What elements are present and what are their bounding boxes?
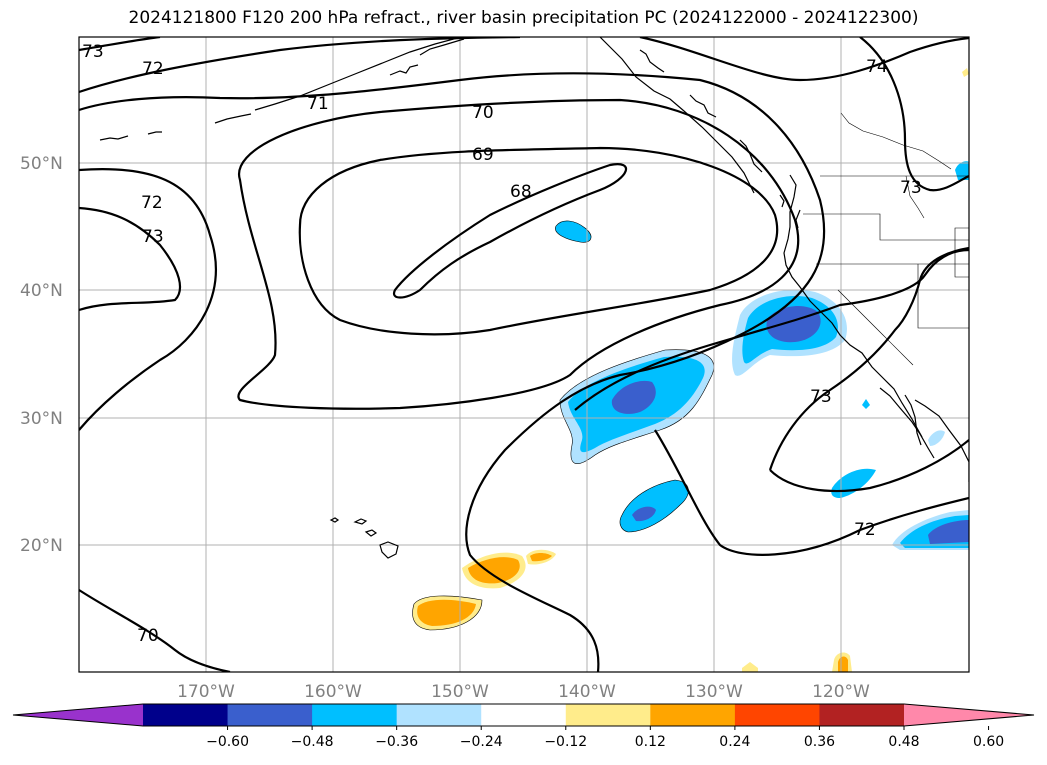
colorbar-extend-low bbox=[13, 704, 143, 726]
colorbar-extend-high bbox=[904, 704, 1034, 726]
colorbar-bin bbox=[143, 704, 229, 726]
colorbar-tick-label: −0.60 bbox=[206, 734, 249, 750]
contour-label-73-coast: 73 bbox=[900, 178, 922, 198]
colorbar-tick-label: −0.12 bbox=[544, 734, 587, 750]
colorbar-tick-label: −0.48 bbox=[291, 734, 334, 750]
lat-label-30n: 30°N bbox=[20, 409, 63, 429]
colorbar-tick-label: 0.60 bbox=[973, 734, 1004, 750]
precip-shading bbox=[555, 68, 969, 550]
colorbar-bin bbox=[312, 704, 398, 726]
contour-label-69: 69 bbox=[472, 145, 494, 165]
colorbar-outline bbox=[12, 703, 1035, 727]
chart-title: 2024121800 F120 200 hPa refract., river … bbox=[128, 8, 919, 28]
coastlines bbox=[99, 37, 969, 559]
colorbar-tick-label: −0.24 bbox=[460, 734, 503, 750]
contour-label-70: 70 bbox=[472, 103, 494, 123]
colorbar-bin bbox=[650, 704, 736, 726]
colorbar-tick-label: 0.12 bbox=[635, 734, 666, 750]
lon-label-120w: 120°W bbox=[812, 682, 870, 702]
contour-label-72: 72 bbox=[142, 59, 164, 79]
colorbar-bin bbox=[396, 704, 482, 726]
colorbar-tick-label: −0.36 bbox=[375, 734, 418, 750]
lon-label-150w: 150°W bbox=[431, 682, 489, 702]
graticule bbox=[79, 37, 969, 672]
colorbar: −0.60 −0.48 −0.36 −0.24 −0.12 0.12 0.24 0.36 0.4… bbox=[12, 703, 1035, 750]
lon-label-160w: 160°W bbox=[304, 682, 362, 702]
lon-label-170w: 170°W bbox=[177, 682, 235, 702]
lat-label-40n: 40°N bbox=[20, 281, 63, 301]
colorbar-bin bbox=[565, 704, 651, 726]
contour-label-72-east: 72 bbox=[854, 520, 876, 540]
contour-labels: 73 72 71 70 69 68 72 73 74 73 73 72 70 bbox=[82, 42, 922, 646]
contour-label-73-west: 73 bbox=[142, 227, 164, 247]
lat-label-50n: 50°N bbox=[20, 154, 63, 174]
lat-label-20n: 20°N bbox=[20, 536, 63, 556]
contour-label-73: 73 bbox=[82, 42, 104, 62]
refractivity-contours bbox=[79, 37, 969, 672]
contour-label-73-east: 73 bbox=[810, 387, 832, 407]
colorbar-bin bbox=[819, 704, 905, 726]
lon-label-130w: 130°W bbox=[685, 682, 743, 702]
colorbar-bin bbox=[734, 704, 820, 726]
contour-label-71: 71 bbox=[307, 94, 329, 114]
colorbar-tick-label: 0.36 bbox=[804, 734, 835, 750]
contour-label-72-west: 72 bbox=[141, 193, 163, 213]
colorbar-bin bbox=[481, 704, 567, 726]
colorbar-bin bbox=[227, 704, 313, 726]
latitude-labels: 50°N 40°N 30°N 20°N bbox=[20, 154, 63, 556]
map-frame bbox=[78, 36, 970, 673]
lon-label-140w: 140°W bbox=[558, 682, 616, 702]
contour-label-70-south: 70 bbox=[137, 626, 159, 646]
colorbar-tick-label: 0.48 bbox=[888, 734, 919, 750]
longitude-labels: 170°W 160°W 150°W 140°W 130°W 120°W bbox=[177, 682, 870, 702]
precip-positive bbox=[412, 549, 852, 672]
contour-label-74: 74 bbox=[866, 57, 888, 77]
colorbar-tick-label: 0.24 bbox=[719, 734, 750, 750]
contour-label-68: 68 bbox=[510, 182, 532, 202]
